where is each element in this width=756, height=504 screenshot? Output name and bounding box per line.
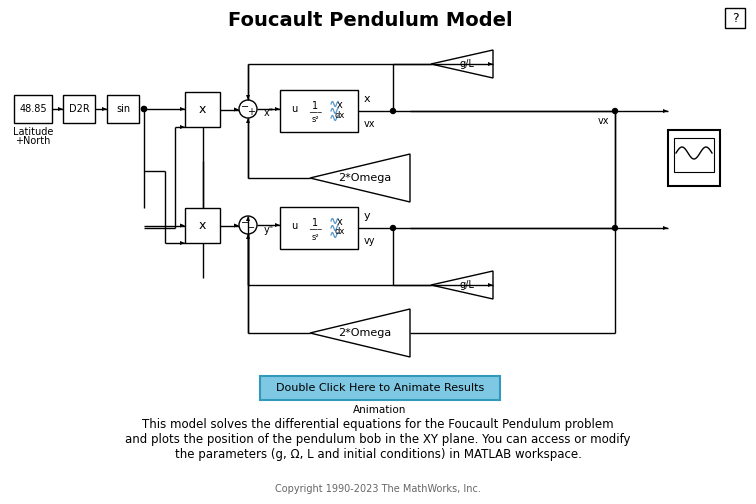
Text: y": y" xyxy=(264,225,274,235)
Bar xyxy=(280,90,358,132)
Circle shape xyxy=(239,100,257,118)
Circle shape xyxy=(239,216,257,234)
Text: dx: dx xyxy=(335,227,345,236)
Text: x: x xyxy=(199,103,206,116)
Text: sin: sin xyxy=(116,104,130,114)
Text: u: u xyxy=(291,221,297,231)
Text: x": x" xyxy=(264,108,274,118)
Circle shape xyxy=(612,108,618,113)
Text: x: x xyxy=(364,94,370,104)
Text: u: u xyxy=(291,104,297,114)
Bar xyxy=(185,208,220,243)
Text: x: x xyxy=(337,217,343,227)
Text: Double Click Here to Animate Results: Double Click Here to Animate Results xyxy=(276,383,484,393)
Text: g/L: g/L xyxy=(460,280,475,290)
Polygon shape xyxy=(234,223,239,227)
Polygon shape xyxy=(246,95,250,100)
Polygon shape xyxy=(310,309,410,357)
Bar xyxy=(280,207,358,249)
Text: s²: s² xyxy=(311,115,319,124)
Bar xyxy=(725,8,745,28)
Text: 2*Omega: 2*Omega xyxy=(339,173,392,183)
Text: 2*Omega: 2*Omega xyxy=(339,328,392,338)
Text: 48.85: 48.85 xyxy=(19,104,47,114)
Text: D2R: D2R xyxy=(69,104,89,114)
Text: 1: 1 xyxy=(312,101,318,111)
Polygon shape xyxy=(488,62,493,66)
Circle shape xyxy=(391,108,395,113)
Bar xyxy=(63,95,95,123)
Circle shape xyxy=(612,225,618,230)
Text: Latitude: Latitude xyxy=(13,127,53,137)
Text: This model solves the differential equations for the Foucault Pendulum problem
a: This model solves the differential equat… xyxy=(125,418,631,461)
Polygon shape xyxy=(58,107,63,111)
Bar xyxy=(185,92,220,127)
Polygon shape xyxy=(431,50,493,78)
Circle shape xyxy=(141,106,147,111)
Bar xyxy=(14,95,52,123)
Polygon shape xyxy=(488,283,493,287)
Circle shape xyxy=(141,106,147,111)
Text: Copyright 1990-2023 The MathWorks, Inc.: Copyright 1990-2023 The MathWorks, Inc. xyxy=(275,484,481,494)
Polygon shape xyxy=(234,107,239,111)
Bar xyxy=(674,138,714,172)
Text: x: x xyxy=(199,219,206,232)
Text: −: − xyxy=(241,218,249,228)
Text: vx: vx xyxy=(364,119,376,129)
Polygon shape xyxy=(180,223,185,227)
Bar xyxy=(668,130,720,186)
Text: Animation: Animation xyxy=(353,405,407,415)
Polygon shape xyxy=(663,109,668,113)
Text: ───: ─── xyxy=(308,227,321,233)
Text: ?: ? xyxy=(732,12,739,25)
Polygon shape xyxy=(180,107,185,111)
Text: s²: s² xyxy=(311,232,319,241)
Text: y: y xyxy=(364,211,370,221)
Polygon shape xyxy=(310,154,410,202)
Bar xyxy=(107,95,139,123)
Text: g/L: g/L xyxy=(460,59,475,69)
Polygon shape xyxy=(431,271,493,299)
FancyBboxPatch shape xyxy=(260,376,500,400)
Polygon shape xyxy=(246,118,250,123)
Text: −: − xyxy=(247,223,255,233)
Text: ───: ─── xyxy=(308,110,321,116)
Circle shape xyxy=(391,225,395,230)
Polygon shape xyxy=(102,107,107,111)
Polygon shape xyxy=(246,234,250,239)
Text: +: + xyxy=(247,107,255,117)
Text: Foucault Pendulum Model: Foucault Pendulum Model xyxy=(228,11,513,30)
Polygon shape xyxy=(180,125,185,129)
Text: vx: vx xyxy=(597,116,609,126)
Text: x: x xyxy=(337,100,343,110)
Polygon shape xyxy=(180,241,185,245)
Polygon shape xyxy=(275,223,280,227)
Polygon shape xyxy=(246,216,250,221)
Polygon shape xyxy=(275,107,280,111)
Text: +North: +North xyxy=(15,136,51,146)
Text: vy: vy xyxy=(364,236,376,246)
Polygon shape xyxy=(663,226,668,230)
Text: −: − xyxy=(241,102,249,112)
Text: 1: 1 xyxy=(312,218,318,228)
Text: dx: dx xyxy=(335,110,345,119)
